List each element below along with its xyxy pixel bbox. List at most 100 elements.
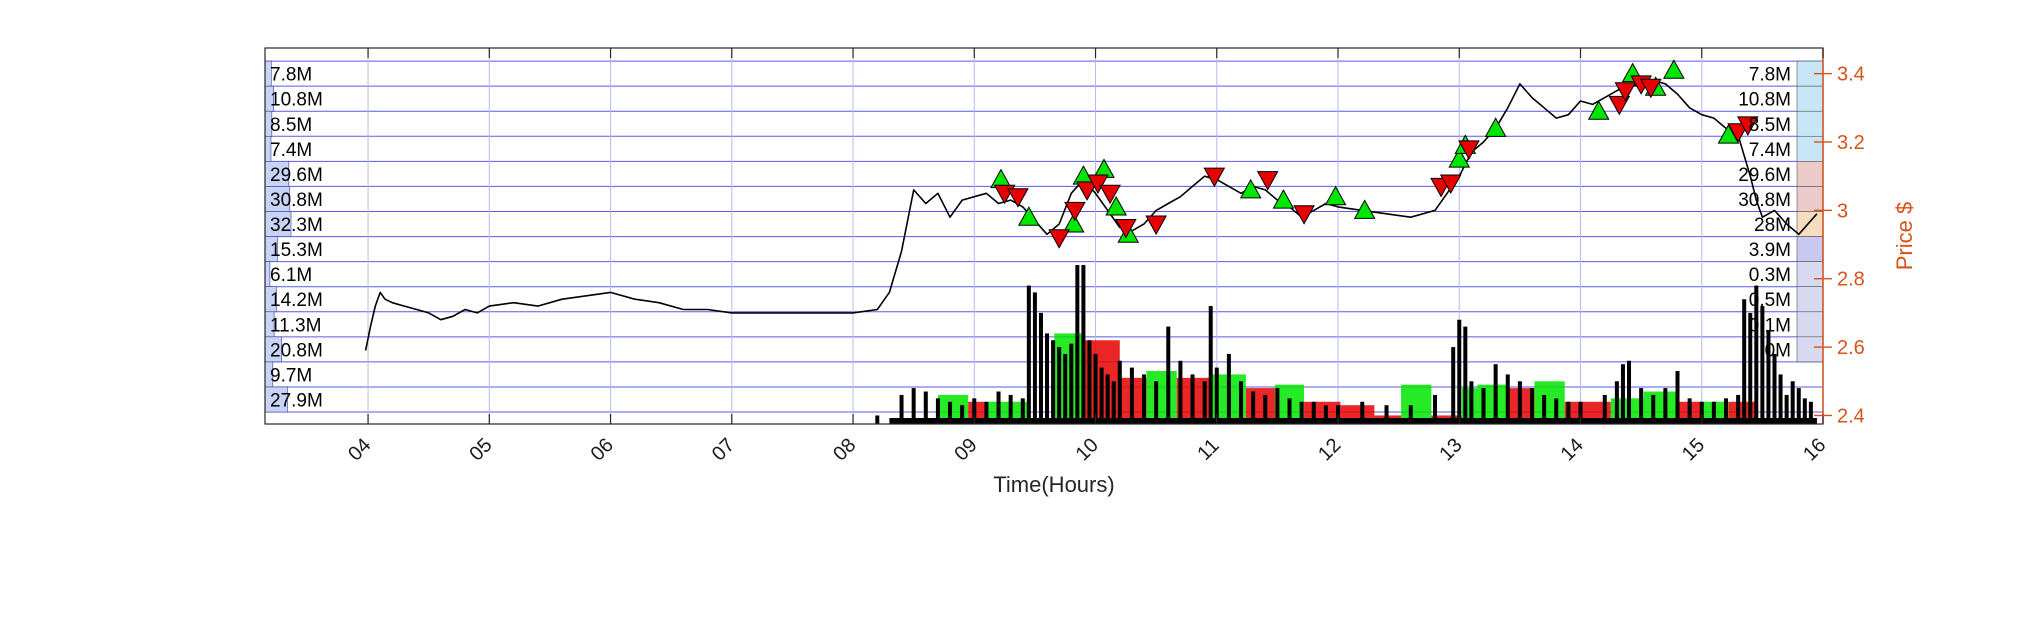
volume-bar bbox=[1008, 394, 1013, 424]
volume-profile-label-left: 7.4M bbox=[270, 140, 312, 161]
volume-profile-label-right: 8.5M bbox=[1749, 115, 1791, 136]
volume-bar bbox=[1093, 353, 1098, 424]
volume-bar bbox=[875, 415, 880, 424]
x-tick-label: 06 bbox=[587, 434, 618, 465]
volume-profile-label-right: 0M bbox=[1765, 340, 1791, 361]
sell-signal-marker bbox=[1048, 229, 1071, 249]
volume-bar bbox=[960, 405, 965, 424]
sell-signal-marker bbox=[1608, 95, 1631, 116]
trade-signals bbox=[990, 59, 1759, 249]
x-tick-label: 14 bbox=[1557, 434, 1588, 465]
x-tick-label: 16 bbox=[1799, 434, 1830, 465]
volume-bar bbox=[1202, 381, 1207, 424]
volume-bar bbox=[1463, 326, 1468, 424]
volume-profile-label-left: 11.3M bbox=[270, 315, 321, 336]
volume-bar bbox=[1057, 347, 1062, 424]
volume-bar bbox=[1287, 398, 1292, 424]
volume-profile-label-left: 6.1M bbox=[270, 265, 312, 286]
volume-profile-label-right: 0.1M bbox=[1749, 315, 1791, 336]
volume-bar bbox=[1239, 381, 1244, 424]
volume-bar bbox=[1742, 299, 1747, 424]
volume-profile-bar-right bbox=[1796, 85, 1824, 112]
volume-profile-label-left: 27.9M bbox=[270, 391, 323, 412]
volume-bar bbox=[1542, 394, 1547, 424]
x-tick-label: 13 bbox=[1435, 434, 1466, 465]
sell-signal-marker bbox=[1256, 171, 1279, 191]
volume-profile bbox=[264, 60, 1824, 413]
volume-profile-label-left: 30.8M bbox=[270, 190, 323, 211]
volume-bar bbox=[1075, 265, 1080, 424]
volume-profile-label-left: 8.5M bbox=[270, 115, 312, 136]
volume-bar bbox=[1566, 401, 1571, 424]
volume-bar bbox=[1032, 292, 1037, 424]
volume-profile-label-left: 29.6M bbox=[270, 165, 323, 186]
volume-bar bbox=[911, 388, 916, 424]
volume-profile-label-right: 30.8M bbox=[1738, 190, 1791, 211]
volume-bar bbox=[1808, 401, 1813, 424]
volume-bars bbox=[875, 265, 1817, 424]
volume-profile-bar-right bbox=[1796, 236, 1824, 262]
buy-signal-marker bbox=[1062, 213, 1085, 233]
volume-bar bbox=[1038, 312, 1043, 424]
volume-bar bbox=[984, 401, 989, 424]
volume-profile-label-right: 3.9M bbox=[1749, 240, 1791, 261]
volume-bar bbox=[1790, 381, 1795, 424]
volume-bar bbox=[1578, 401, 1583, 424]
volume-bar bbox=[1675, 371, 1680, 424]
volume-bar bbox=[1602, 394, 1607, 424]
volume-profile-label-right: 0.3M bbox=[1749, 265, 1791, 286]
volume-bar bbox=[1469, 381, 1474, 424]
volume-bar bbox=[1263, 394, 1268, 424]
volume-profile-bar-right bbox=[1796, 336, 1824, 363]
x-tick-label: 04 bbox=[344, 434, 375, 465]
y-tick-label: 2.8 bbox=[1837, 269, 1865, 291]
volume-bar bbox=[1408, 405, 1413, 424]
volume-bar bbox=[972, 398, 977, 424]
volume-profile-label-left: 10.8M bbox=[270, 90, 323, 111]
sell-signal-marker bbox=[1064, 201, 1086, 222]
volume-bar bbox=[1687, 398, 1692, 424]
x-axis-title: Time(Hours) bbox=[993, 472, 1114, 497]
buy-signal-marker bbox=[1587, 100, 1610, 120]
volume-bar bbox=[1772, 353, 1777, 424]
volume-profile-bar-right bbox=[1796, 311, 1824, 338]
x-tick-label: 09 bbox=[950, 434, 981, 465]
volume-bar bbox=[1766, 330, 1771, 424]
volume-bar bbox=[1754, 285, 1759, 424]
volume-bar bbox=[1020, 398, 1025, 424]
y-tick-label: 3.2 bbox=[1837, 132, 1865, 154]
volume-profile-label-left: 15.3M bbox=[270, 240, 323, 261]
sell-signal-marker bbox=[1736, 116, 1759, 136]
volume-bar bbox=[1530, 388, 1535, 424]
volume-profile-label-right: 7.4M bbox=[1749, 140, 1791, 161]
volume-bar bbox=[1190, 374, 1195, 424]
buy-signal-marker bbox=[1324, 185, 1347, 206]
volume-bar bbox=[1129, 367, 1134, 424]
signal-volume-block bbox=[1146, 371, 1177, 424]
volume-bar bbox=[1166, 326, 1171, 424]
y-tick-label: 2.4 bbox=[1837, 405, 1865, 427]
volume-bar bbox=[1323, 405, 1328, 424]
volume-profile-bar-right bbox=[1796, 161, 1824, 187]
volume-bar bbox=[1711, 401, 1716, 424]
x-tick-label: 08 bbox=[829, 434, 860, 465]
y-tick-label: 3.4 bbox=[1837, 64, 1865, 86]
buy-signal-marker bbox=[1239, 178, 1262, 199]
volume-bar bbox=[1796, 388, 1801, 424]
volume-bar bbox=[996, 391, 1001, 424]
x-tick-label: 15 bbox=[1678, 434, 1709, 465]
volume-bar bbox=[899, 394, 904, 424]
volume-bar bbox=[1214, 367, 1219, 424]
volume-bar bbox=[1251, 391, 1256, 424]
volume-bar bbox=[1045, 333, 1050, 424]
volume-bar bbox=[1299, 401, 1304, 424]
volume-profile-label-right: 7.8M bbox=[1749, 65, 1791, 86]
volume-bar bbox=[1360, 401, 1365, 424]
volume-profile-bar-right bbox=[1796, 186, 1824, 212]
volume-profile-label-left: 9.7M bbox=[270, 365, 312, 386]
volume-profile-label-right: 29.6M bbox=[1738, 165, 1791, 186]
sell-signal-marker bbox=[1727, 123, 1749, 143]
volume-profile-label-right: 0.5M bbox=[1749, 290, 1791, 311]
y-tick-label: 3 bbox=[1837, 200, 1848, 222]
